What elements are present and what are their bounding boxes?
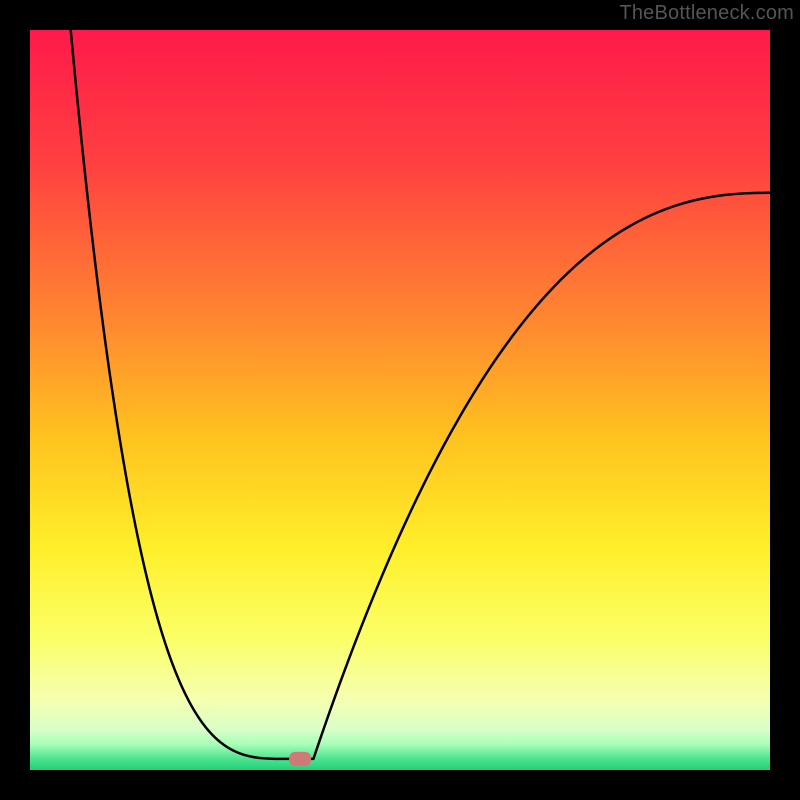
- optimal-marker: [289, 752, 311, 766]
- watermark-text: TheBottleneck.com: [619, 2, 794, 25]
- plot-background: [30, 30, 770, 770]
- chart-frame: TheBottleneck.com: [0, 0, 800, 800]
- bottleneck-chart: [0, 0, 800, 800]
